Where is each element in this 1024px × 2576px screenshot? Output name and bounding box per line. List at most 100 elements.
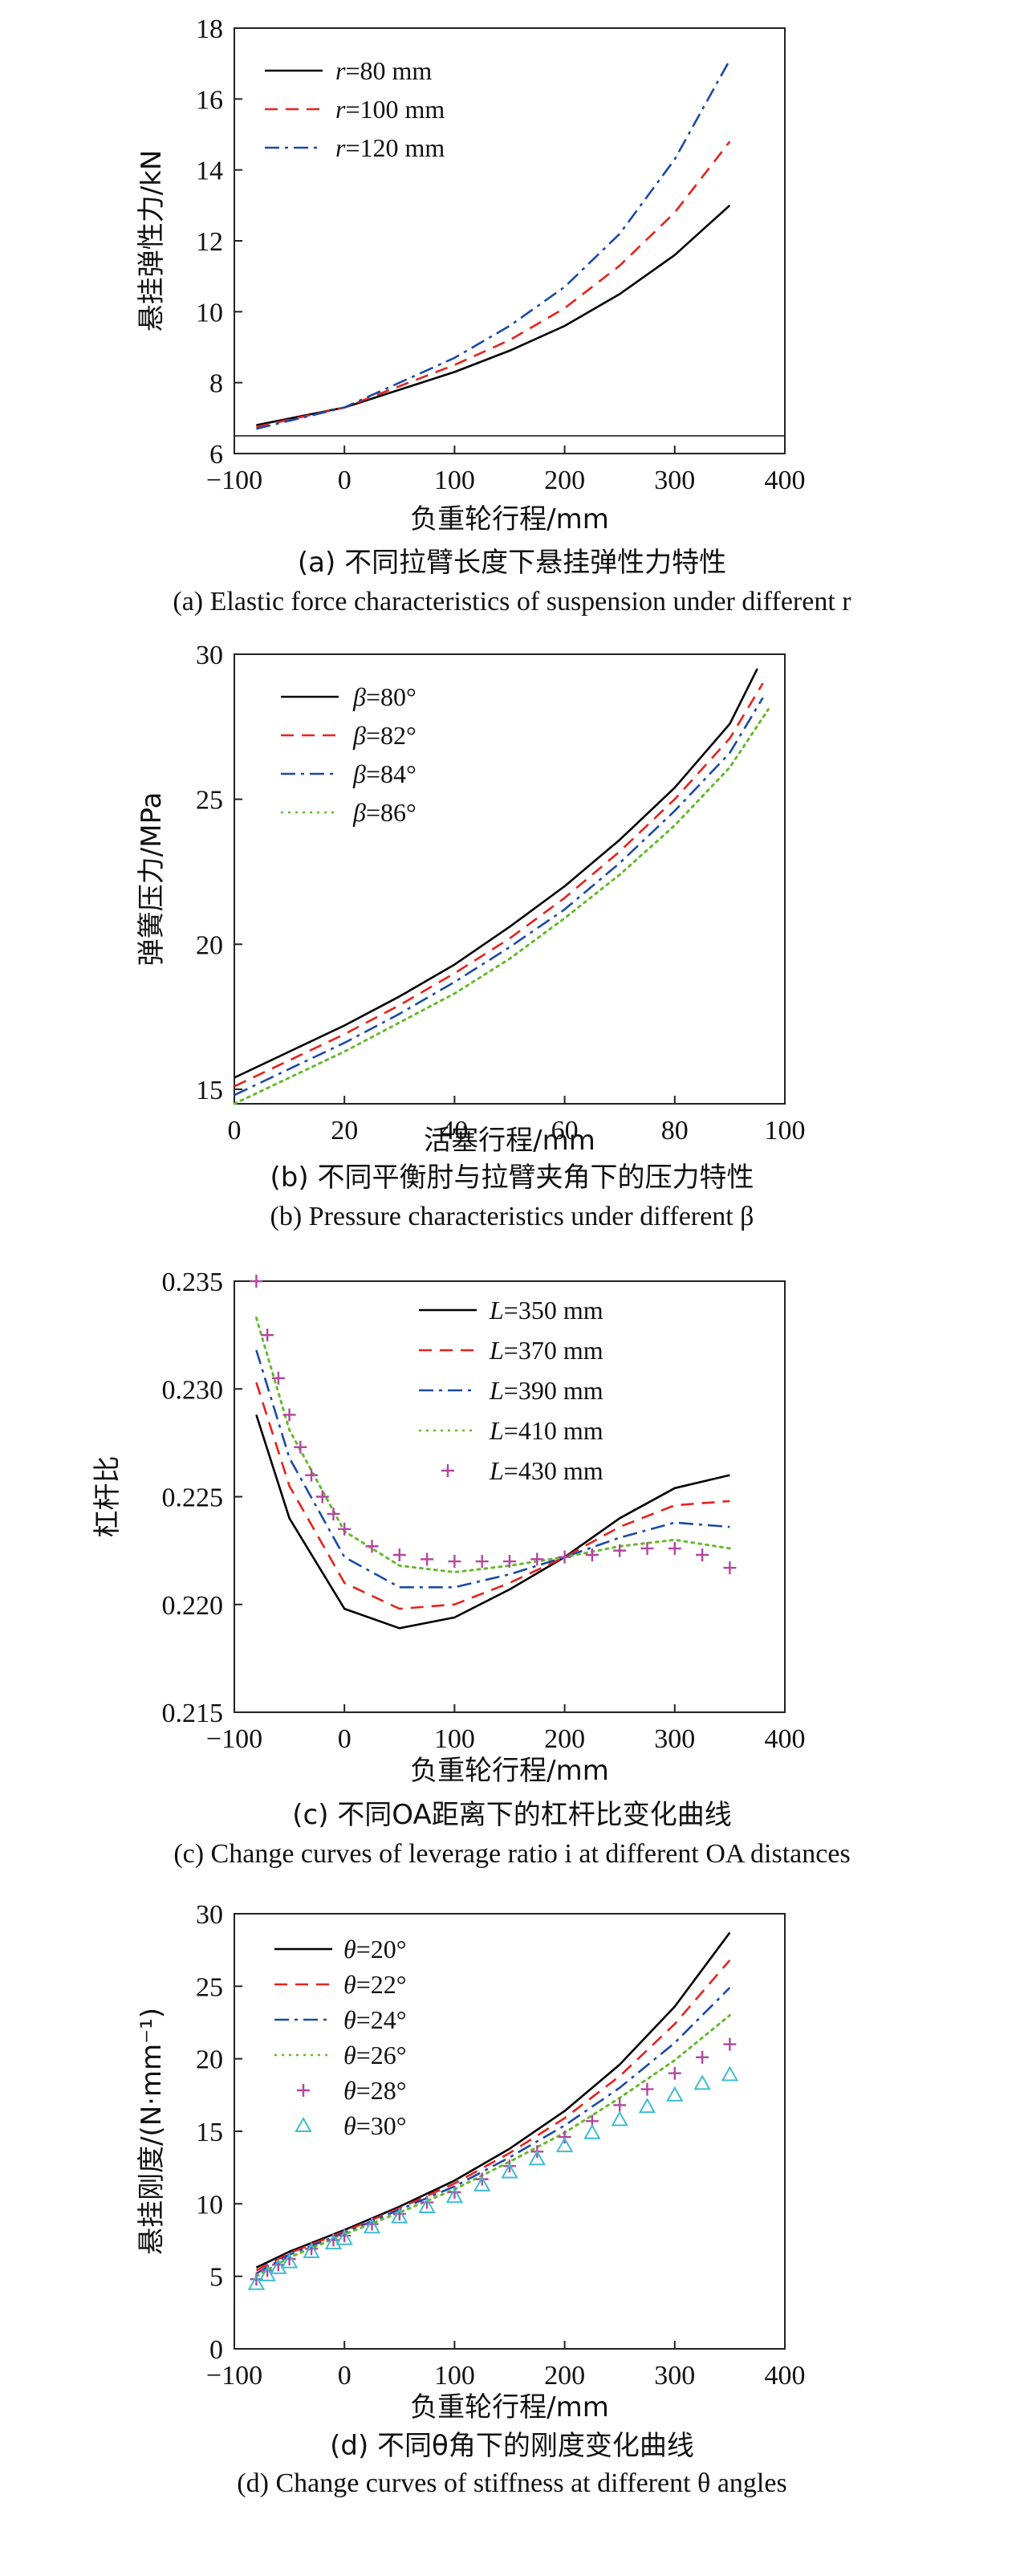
data-point	[585, 1548, 599, 1561]
caption-english: (a) Elastic force characteristics of sus…	[173, 587, 851, 617]
data-point	[294, 1440, 307, 1454]
series-line	[255, 1931, 731, 2269]
legend-label: L=410 mm	[489, 1416, 603, 1445]
data-point	[363, 2218, 381, 2234]
legend-variable: θ	[343, 2111, 356, 2140]
chart-panel-3: −100 0 100 200 300 400 0.215 0.220 0.225 0.230 0.2…	[91, 1268, 851, 1869]
x-tick-label: 100	[765, 1116, 806, 1146]
legend-value: =84°	[366, 759, 417, 788]
data-point	[303, 2242, 320, 2258]
series-3	[256, 59, 731, 430]
data-point	[327, 1507, 340, 1520]
data-point	[258, 2265, 276, 2281]
legend-value: =30°	[356, 2111, 407, 2140]
series-line	[254, 1316, 731, 1573]
data-point	[282, 1408, 296, 1422]
legend-variable: L	[489, 1296, 504, 1325]
x-axis-label: 负重轮行程/mm	[410, 1755, 609, 1787]
plot-frame	[234, 27, 786, 454]
x-tick-label: 200	[544, 2361, 585, 2391]
data-point	[473, 2175, 491, 2191]
y-tick-label: 10	[196, 2190, 223, 2220]
legend-value: =86°	[366, 798, 417, 827]
data-point	[391, 2208, 408, 2224]
legend-label: r=120 mm	[335, 133, 445, 162]
x-tick-label: 0	[338, 466, 351, 495]
plot-frame	[234, 653, 786, 1105]
data-point	[668, 2066, 681, 2080]
x-tick-label: 300	[654, 2361, 695, 2391]
legend-value: =24°	[356, 2005, 407, 2034]
data-point	[448, 1555, 461, 1569]
data-point	[666, 2086, 684, 2102]
legend-entry: β=84°	[281, 759, 417, 788]
data-point	[611, 2110, 628, 2126]
legend-label: β=86°	[352, 798, 417, 827]
series-5	[250, 1275, 737, 1575]
y-tick-label: 25	[196, 1972, 223, 2002]
y-tick-label: 16	[196, 85, 223, 115]
data-point	[421, 1553, 434, 1566]
data-point	[271, 1371, 285, 1385]
y-tick-label: 18	[196, 14, 223, 44]
data-point	[315, 1490, 329, 1504]
legend-variable: θ	[343, 2041, 356, 2069]
caption-english: (d) Change curves of stiffness at differ…	[237, 2468, 786, 2498]
series-1	[234, 668, 758, 1079]
x-axis-label: 负重轮行程/mm	[410, 503, 609, 535]
series-line	[256, 59, 731, 430]
legend-value: =26°	[356, 2041, 407, 2069]
legend-value: =22°	[356, 1970, 407, 1999]
x-tick-label: 80	[661, 1116, 689, 1146]
y-tick-label: 25	[196, 786, 223, 816]
x-tick-label: −100	[206, 1724, 262, 1754]
series-4	[254, 1316, 731, 1573]
y-tick-label: 5	[209, 2263, 223, 2293]
data-point	[721, 2065, 739, 2082]
legend-entry: θ=24°	[274, 2005, 407, 2034]
legend-value: =28°	[356, 2076, 407, 2105]
data-point	[445, 2187, 464, 2204]
legend-variable: r	[335, 56, 346, 85]
x-tick-label: 200	[544, 1724, 585, 1754]
legend-label: r=100 mm	[335, 95, 445, 124]
series-line	[255, 1382, 730, 1610]
legend-variable: r	[335, 95, 346, 124]
series-line	[255, 1987, 731, 2275]
x-tick-label: 0	[338, 1724, 351, 1754]
x-tick-label: 300	[654, 1724, 695, 1754]
legend-value: =120 mm	[345, 133, 445, 162]
data-point	[392, 1548, 406, 1561]
legend-label: β=84°	[352, 759, 417, 788]
y-tick-label: 0.215	[162, 1699, 224, 1728]
legend-label: β=82°	[352, 721, 417, 750]
x-tick-label: 400	[765, 466, 806, 495]
data-point	[613, 1544, 627, 1557]
data-point	[247, 2274, 266, 2290]
series-3	[234, 697, 764, 1097]
caption-chinese: (d) 不同θ角下的刚度变化曲线	[330, 2430, 694, 2462]
data-point	[280, 2252, 299, 2269]
y-tick-label: 6	[209, 440, 223, 470]
chart-panel-4: −100 0 100 200 300 400051015202530负重轮行程/mm悬挂刚…	[136, 1900, 806, 2498]
legend-variable: β	[352, 721, 366, 750]
y-axis-label: 杠杆比	[91, 1456, 124, 1538]
data-point	[693, 2074, 711, 2090]
legend-entry: L=350 mm	[419, 1296, 603, 1325]
caption-chinese: (a) 不同拉臂长度下悬挂弹性力特性	[298, 547, 726, 579]
legend-variable: θ	[343, 1935, 356, 1964]
legend-variable: θ	[343, 2076, 356, 2105]
legend-marker	[295, 2116, 312, 2132]
data-point	[528, 2150, 547, 2166]
series-6	[247, 2065, 739, 2290]
legend-entry: r=120 mm	[265, 133, 445, 162]
legend-label: r=80 mm	[335, 56, 432, 85]
data-point	[555, 2137, 574, 2153]
data-point	[723, 1561, 737, 1575]
series-line	[256, 204, 731, 426]
caption-english: (b) Pressure characteristics under diffe…	[270, 1202, 754, 1231]
x-tick-label: 100	[434, 1724, 475, 1754]
x-tick-label: −100	[206, 2361, 262, 2391]
y-tick-label: 0.220	[162, 1591, 224, 1621]
data-point	[335, 2229, 353, 2245]
